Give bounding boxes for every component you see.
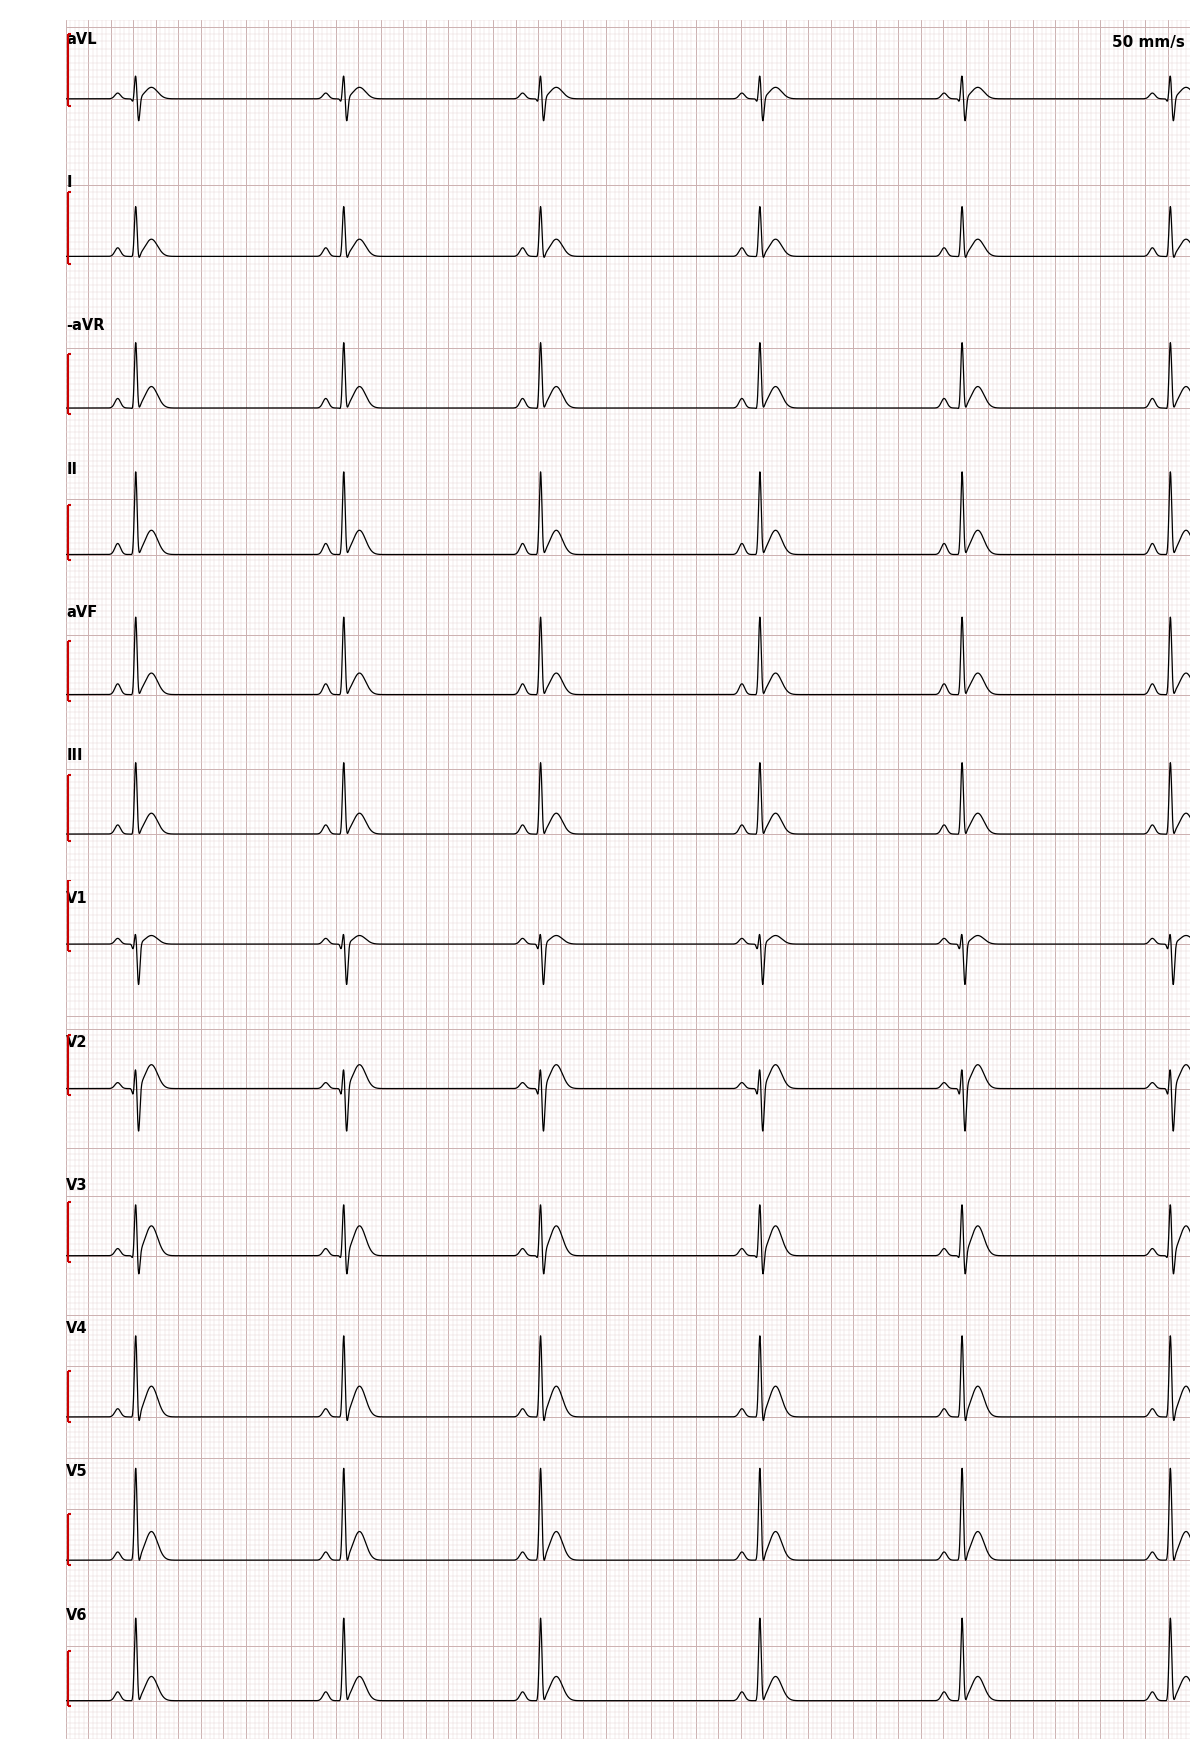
Text: -aVR: -aVR [66, 318, 104, 334]
Text: V4: V4 [66, 1320, 88, 1335]
Text: II: II [66, 461, 77, 475]
Text: V2: V2 [66, 1035, 88, 1049]
Text: 50 mm/s: 50 mm/s [1112, 35, 1184, 51]
Text: III: III [66, 748, 83, 762]
Text: V1: V1 [66, 891, 88, 905]
Text: aVL: aVL [66, 31, 97, 47]
Text: V5: V5 [66, 1463, 88, 1479]
Text: I: I [66, 175, 72, 191]
Text: V3: V3 [66, 1178, 88, 1192]
Text: aVF: aVF [66, 605, 97, 619]
Text: V6: V6 [66, 1606, 88, 1622]
